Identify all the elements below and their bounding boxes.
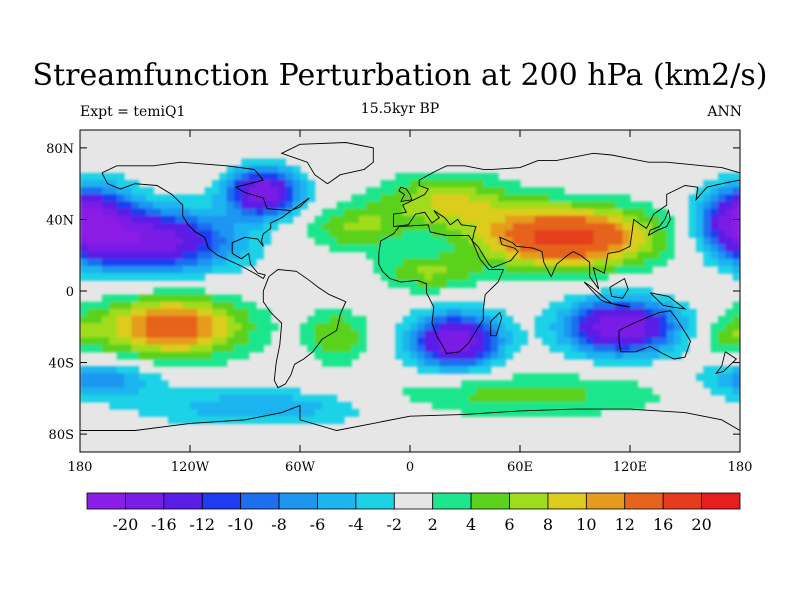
colorbar-label: -20 bbox=[113, 515, 139, 534]
coastline-antarctica bbox=[80, 404, 740, 431]
colorbar-label: 16 bbox=[653, 515, 673, 534]
colorbar-box bbox=[355, 492, 395, 510]
coastline-north-america bbox=[101, 161, 310, 280]
colorbar-box bbox=[509, 492, 549, 510]
colorbar-box bbox=[125, 492, 165, 510]
season-label: ANN bbox=[707, 104, 742, 120]
colorbar-box bbox=[393, 492, 434, 510]
lon-tick-label: 180 bbox=[728, 460, 753, 475]
lon-tick-label: 60E bbox=[507, 460, 533, 475]
coastline-australia bbox=[618, 310, 691, 360]
colorbar-label: -12 bbox=[189, 515, 215, 534]
colorbar-label: -8 bbox=[271, 515, 287, 534]
colorbar-label: -4 bbox=[348, 515, 364, 534]
coastlines bbox=[80, 142, 740, 431]
colorbar-box bbox=[317, 492, 357, 510]
coastline-borneo bbox=[609, 277, 629, 299]
colorbar-box bbox=[662, 492, 702, 510]
lon-tick-label: 120E bbox=[613, 460, 647, 475]
colorbar-box bbox=[163, 492, 203, 510]
colorbar-box bbox=[201, 492, 242, 510]
colorbar-box bbox=[240, 492, 280, 510]
colorbar-label: 6 bbox=[504, 515, 514, 534]
coastline-japan bbox=[647, 208, 671, 236]
colorbar-label: 20 bbox=[691, 515, 711, 534]
colorbar-label: 10 bbox=[576, 515, 596, 534]
period-label: 15.5kyr BP bbox=[360, 101, 440, 117]
colorbar-label: 12 bbox=[615, 515, 635, 534]
streamfunction-field bbox=[80, 130, 740, 452]
map-axes: 80N 40N 0 40S 80S 180 120W 60W 0 60E 120E 180 bbox=[46, 130, 752, 475]
lon-tick-label: 0 bbox=[406, 460, 414, 475]
lat-tick-label: 0 bbox=[66, 285, 74, 300]
coastline-africa bbox=[378, 224, 505, 355]
colorbar-box bbox=[701, 492, 741, 510]
colorbar-label: -6 bbox=[310, 515, 326, 534]
coastline-indonesia bbox=[583, 281, 631, 308]
colorbar-label: -16 bbox=[151, 515, 177, 534]
colorbar-box bbox=[547, 492, 587, 510]
coastline-south-america bbox=[262, 269, 347, 389]
colorbar-label: 8 bbox=[543, 515, 553, 534]
plot-title: Streamfunction Perturbation at 200 hPa (… bbox=[32, 58, 768, 93]
lat-tick-label: 80S bbox=[49, 428, 74, 443]
experiment-label: Expt = temiQ1 bbox=[80, 104, 186, 120]
colorbar: -20 -16 -12 -10 -8 -6 -4 -2 2 4 6 8 10 12 16 20 bbox=[86, 492, 741, 534]
colorbar-label: 4 bbox=[466, 515, 476, 534]
coastline-greenland bbox=[280, 142, 374, 185]
colorbar-box bbox=[585, 492, 626, 510]
coastline-greatbritain bbox=[398, 186, 413, 203]
colorbar-box bbox=[432, 492, 472, 510]
colorbar-label: 2 bbox=[428, 515, 438, 534]
colorbar-box bbox=[624, 492, 664, 510]
lat-tick-label: 80N bbox=[46, 142, 74, 157]
lat-tick-label: 40S bbox=[49, 357, 74, 372]
colorbar-box bbox=[86, 492, 126, 510]
lon-tick-label: 180 bbox=[68, 460, 93, 475]
colorbar-box bbox=[470, 492, 510, 510]
lon-tick-label: 60W bbox=[285, 460, 316, 475]
coastline-eurasia bbox=[393, 152, 740, 290]
colorbar-box bbox=[278, 492, 318, 510]
field-cells bbox=[80, 158, 740, 424]
coastline-newguinea bbox=[649, 292, 687, 310]
lat-tick-label: 40N bbox=[46, 213, 74, 228]
coastline-newzealand bbox=[715, 351, 738, 375]
colorbar-label: -2 bbox=[386, 515, 402, 534]
colorbar-label: -10 bbox=[228, 515, 254, 534]
lon-tick-label: 120W bbox=[171, 460, 210, 475]
coastline-madagascar bbox=[490, 311, 503, 337]
